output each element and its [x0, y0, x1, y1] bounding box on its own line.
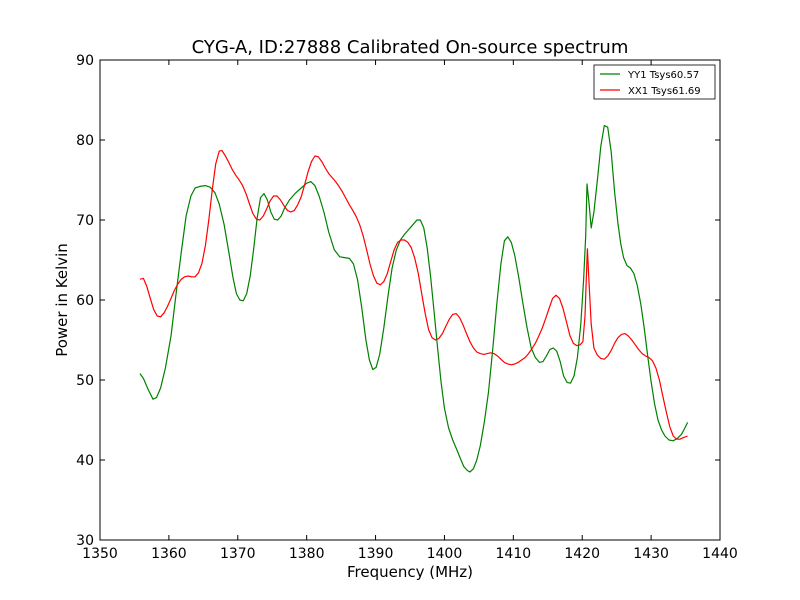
x-tick-label: 1440 — [702, 546, 738, 562]
x-tick-label: 1410 — [496, 546, 532, 562]
y-tick-label: 80 — [76, 133, 94, 149]
y-tick-label: 50 — [76, 373, 94, 389]
y-tick-label: 40 — [76, 453, 94, 469]
series-line-2 — [139, 149, 688, 440]
plot-frame — [99, 59, 721, 541]
legend: YY1 Tsys60.57 XX1 Tsys61.69 — [593, 64, 716, 100]
plot-area — [139, 125, 689, 473]
x-tick-label: 1380 — [289, 546, 325, 562]
legend-box — [593, 64, 716, 100]
y-tick-label: 30 — [76, 533, 94, 549]
y-tick-label: 70 — [76, 213, 94, 229]
x-tick-label: 1360 — [151, 546, 187, 562]
chart-title: CYG-A, ID:27888 Calibrated On-source spe… — [192, 37, 629, 58]
x-tick-label: 1420 — [564, 546, 600, 562]
x-tick-label: 1430 — [633, 546, 669, 562]
x-tick-label: 1350 — [82, 546, 118, 562]
series-line-1 — [139, 125, 689, 473]
x-axis: 1350 1360 1370 1380 1390 1400 1410 1420 1430 1440 — [82, 60, 738, 562]
x-tick-label: 1390 — [358, 546, 394, 562]
y-axis: 30 40 50 60 70 80 90 — [76, 53, 720, 549]
y-axis-label: Power in Kelvin — [53, 243, 71, 357]
x-tick-label: 1400 — [427, 546, 463, 562]
x-axis-label: Frequency (MHz) — [347, 563, 473, 581]
x-tick-label: 1370 — [220, 546, 256, 562]
y-tick-label: 90 — [76, 53, 94, 69]
legend-label-2: XX1 Tsys61.69 — [628, 86, 701, 97]
legend-label-1: YY1 Tsys60.57 — [627, 70, 699, 81]
y-tick-label: 60 — [76, 293, 94, 309]
